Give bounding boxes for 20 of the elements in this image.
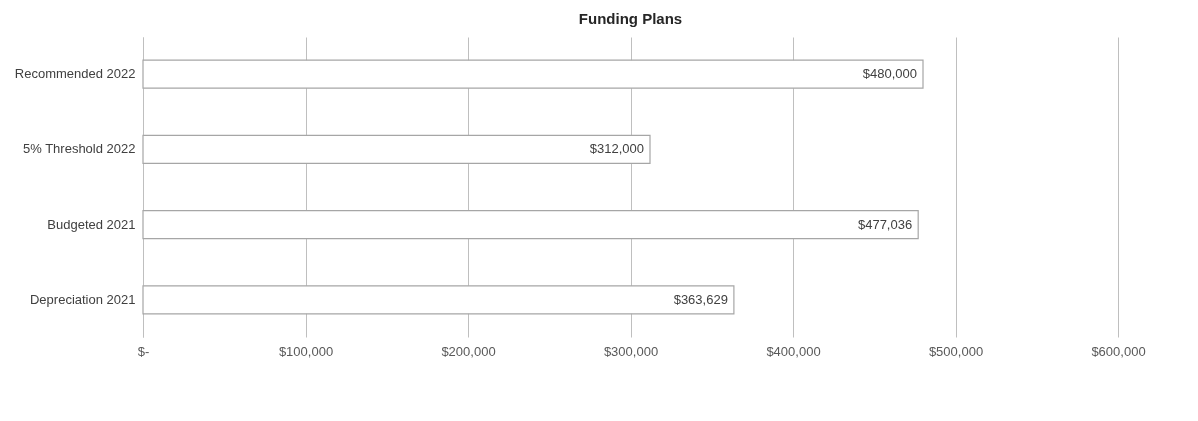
x-tick-label: $300,000 bbox=[603, 343, 659, 359]
bar bbox=[142, 285, 735, 315]
bar bbox=[142, 134, 651, 165]
x-tick-label: $200,000 bbox=[441, 343, 496, 359]
y-tick-label: Depreciation 2021 bbox=[29, 291, 136, 307]
x-tick-label: $600,000 bbox=[1091, 343, 1146, 359]
x-tick-label: $400,000 bbox=[766, 343, 821, 359]
y-tick-label: 5% Threshold 2022 bbox=[22, 141, 136, 157]
y-tick-label: Budgeted 2021 bbox=[47, 216, 136, 232]
chart-title: Funding Plans bbox=[578, 10, 683, 27]
bar bbox=[142, 209, 919, 240]
x-tick-label: $- bbox=[137, 343, 150, 359]
y-tick-label: Recommended 2022 bbox=[14, 66, 136, 82]
data-label: $363,629 bbox=[673, 291, 728, 307]
data-label: $480,000 bbox=[862, 66, 917, 82]
x-tick-label: $500,000 bbox=[928, 343, 984, 359]
data-label: $477,036 bbox=[857, 216, 913, 232]
data-label: $312,000 bbox=[589, 141, 644, 157]
bar bbox=[142, 59, 924, 89]
x-tick-label: $100,000 bbox=[278, 343, 334, 359]
